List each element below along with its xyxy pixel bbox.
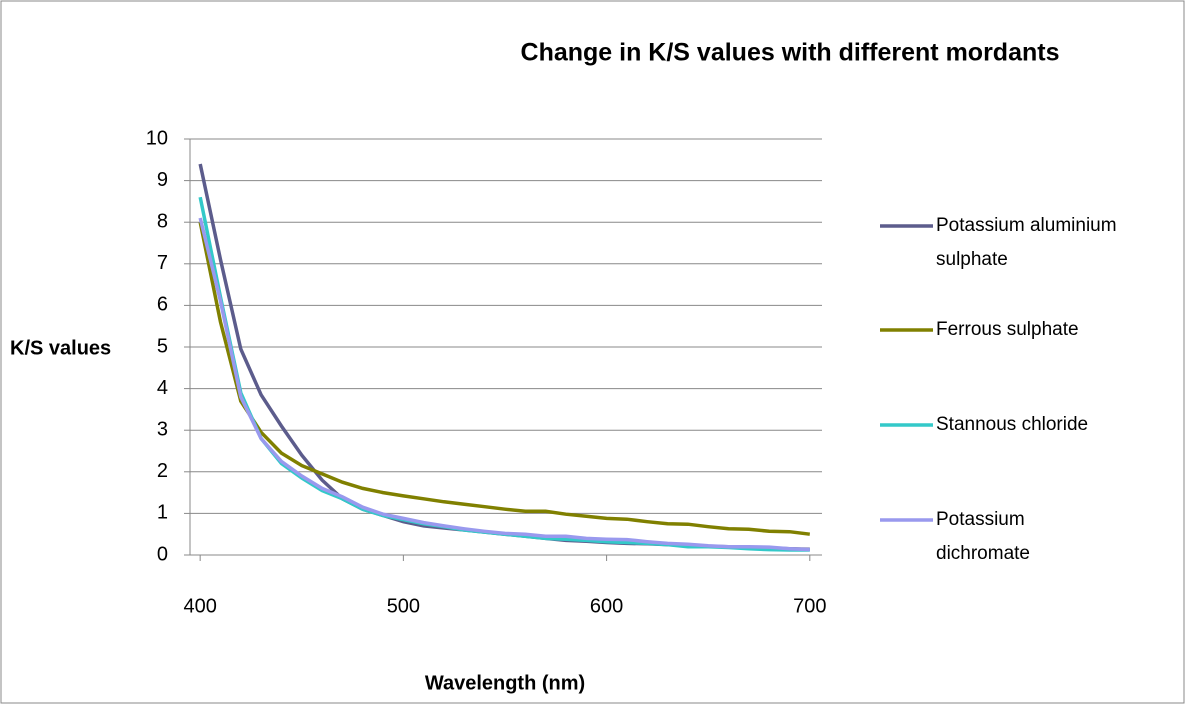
legend-label: Stannous chloride [936, 414, 1089, 435]
x-tick-label: 500 [387, 595, 420, 617]
x-axis-title: Wavelength (nm) [425, 672, 585, 694]
x-tick-label: 700 [793, 595, 826, 617]
y-tick-label: 4 [157, 377, 168, 399]
x-tick-label: 600 [590, 595, 623, 617]
y-tick-label: 1 [157, 502, 168, 524]
y-axis-title: K/S values [10, 337, 111, 359]
legend-label: Potassium aluminium sulphate [936, 215, 1117, 270]
y-tick-label: 5 [157, 335, 168, 357]
y-tick-label: 10 [146, 127, 168, 149]
series-line [198, 217, 810, 552]
y-tick-label: 7 [157, 252, 168, 274]
y-tick-label: 9 [157, 169, 168, 191]
y-tick-label: 0 [157, 543, 168, 565]
series-line [198, 221, 811, 536]
series-line [198, 196, 810, 552]
y-tick-label: 3 [157, 418, 168, 440]
legend-label: Potassium dichromate [936, 509, 1030, 564]
y-tick-label: 6 [157, 294, 168, 316]
chart-title: Change in K/S values with different mord… [521, 39, 1060, 67]
x-tick-label: 400 [183, 595, 216, 617]
y-tick-label: 2 [157, 460, 168, 482]
legend-label: Ferrous sulphate [936, 319, 1079, 340]
y-tick-label: 8 [157, 210, 168, 232]
